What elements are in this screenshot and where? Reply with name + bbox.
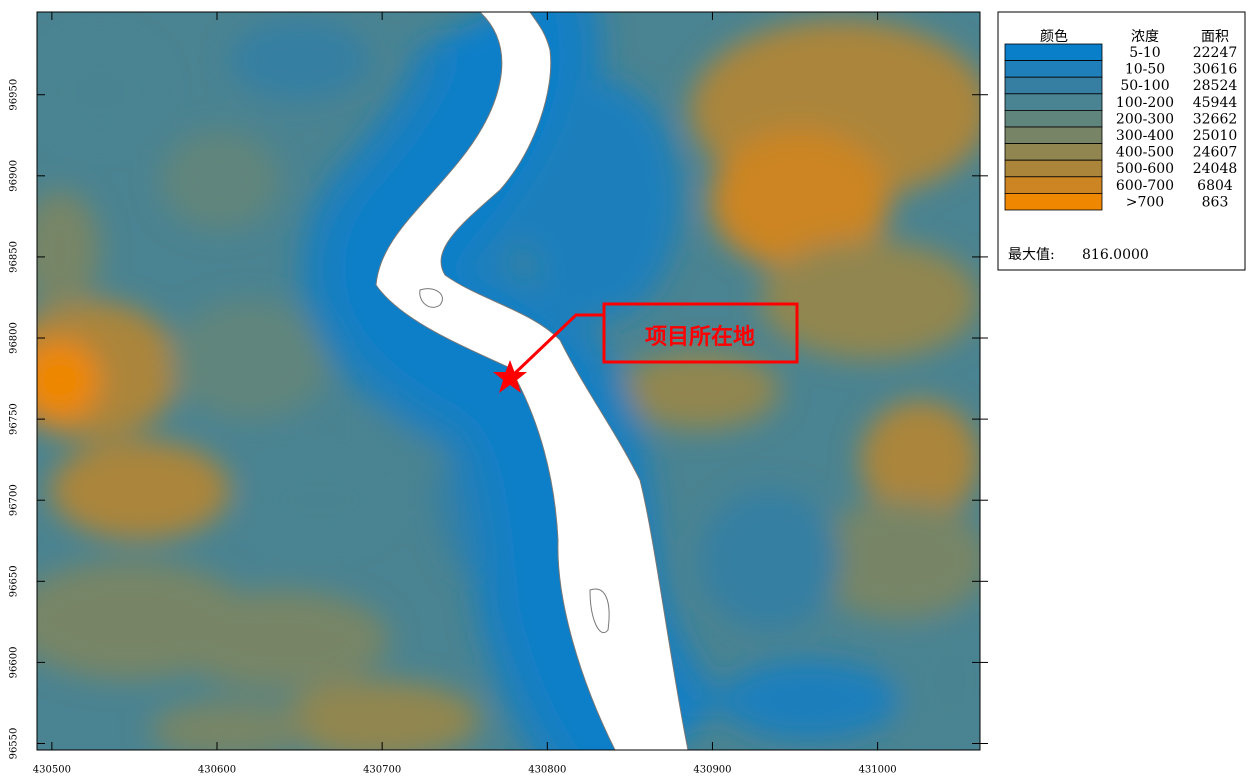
y-tick-label: 96850 <box>9 241 20 273</box>
terrain-blob <box>170 300 330 420</box>
y-tick-label: 96800 <box>9 322 20 354</box>
x-tick-label: 430500 <box>33 765 71 776</box>
terrain-blob <box>170 590 390 690</box>
terrain-blob <box>250 460 390 540</box>
river <box>375 12 689 750</box>
legend-range: 50-100 <box>1120 78 1169 94</box>
legend-swatch <box>1004 176 1103 194</box>
terrain-blob <box>700 490 840 630</box>
legend-swatch <box>1004 159 1103 178</box>
annotation-text: 项目所在地 <box>645 324 755 350</box>
y-tick-label: 96600 <box>9 647 20 679</box>
terrain-blob <box>720 660 900 740</box>
legend-swatch <box>1004 93 1103 111</box>
y-tick-label: 96650 <box>9 565 20 597</box>
legend: 颜色 浓度 面积 5-10 22247 10-50 30616 50-100 28524 100-… <box>997 11 1246 271</box>
y-tick-label: 96750 <box>9 403 20 435</box>
x-tick-label: 430800 <box>528 765 566 776</box>
terrain-blob <box>160 130 280 230</box>
terrain-blob <box>50 440 230 540</box>
terrain-blob <box>40 40 160 140</box>
axes: 430500 430600 430700 430800 430900 431000 9655… <box>9 12 988 776</box>
legend-range: 200-300 <box>1116 111 1174 127</box>
max-label: 最大值: <box>1008 247 1055 263</box>
x-tick-label: 430600 <box>198 765 236 776</box>
x-tick-label: 430700 <box>363 765 401 776</box>
y-tick-label: 96900 <box>9 160 20 192</box>
annotation-box <box>602 302 799 364</box>
legend-area: 30616 <box>1193 62 1238 78</box>
legend-swatch <box>1004 60 1103 78</box>
x-tick-label: 430900 <box>693 765 731 776</box>
x-tick-label: 431000 <box>859 765 897 776</box>
legend-range: 5-10 <box>1129 45 1160 61</box>
legend-area: 28524 <box>1193 78 1238 94</box>
site-annotation: 项目所在地 <box>493 302 799 393</box>
legend-swatch <box>1004 76 1103 95</box>
terrain-blob <box>810 500 980 620</box>
island <box>419 288 443 308</box>
legend-range: 300-400 <box>1116 128 1174 144</box>
site-star <box>493 360 527 393</box>
terrain-blob <box>620 350 780 430</box>
terrain-blob <box>37 190 100 310</box>
terrain-blob <box>230 20 370 100</box>
max-value: 816.0000 <box>1082 247 1149 263</box>
legend-area: 863 <box>1202 194 1229 210</box>
legend-area: 24607 <box>1193 145 1238 161</box>
legend-swatch <box>1004 192 1103 211</box>
terrain-blob <box>760 240 980 360</box>
legend-swatch <box>1004 43 1103 62</box>
legend-swatch <box>1004 143 1103 161</box>
legend-area: 22247 <box>1193 45 1238 61</box>
legend-area: 45944 <box>1193 95 1238 111</box>
island <box>589 588 610 633</box>
legend-range: 10-50 <box>1125 62 1165 78</box>
terrain-blob <box>37 340 100 420</box>
terrain-blob <box>900 620 980 740</box>
y-tick-label: 96950 <box>9 79 20 111</box>
contour-map <box>37 12 980 750</box>
legend-header: 浓度 <box>1131 29 1159 45</box>
legend-area: 6804 <box>1197 178 1233 194</box>
legend-swatch <box>1004 110 1103 128</box>
legend-area: 25010 <box>1193 128 1238 144</box>
y-tick-label: 96550 <box>9 728 20 760</box>
legend-header: 颜色 <box>1040 28 1068 45</box>
legend-range: 100-200 <box>1116 95 1174 111</box>
legend-range: 500-600 <box>1116 161 1174 177</box>
legend-swatch <box>1004 126 1103 145</box>
legend-area: 24048 <box>1193 161 1238 177</box>
terrain-blob <box>150 700 310 750</box>
terrain-blob <box>860 400 980 520</box>
legend-range: 400-500 <box>1116 145 1174 161</box>
terrain-blob <box>280 680 480 750</box>
legend-area: 32662 <box>1193 111 1238 127</box>
map-frame <box>36 11 981 751</box>
legend-range: >700 <box>1126 194 1164 210</box>
y-tick-label: 96700 <box>9 484 20 516</box>
leader-line <box>510 313 604 378</box>
legend-header: 面积 <box>1201 29 1229 45</box>
legend-range: 600-700 <box>1116 178 1174 194</box>
terrain-blob <box>710 130 890 270</box>
